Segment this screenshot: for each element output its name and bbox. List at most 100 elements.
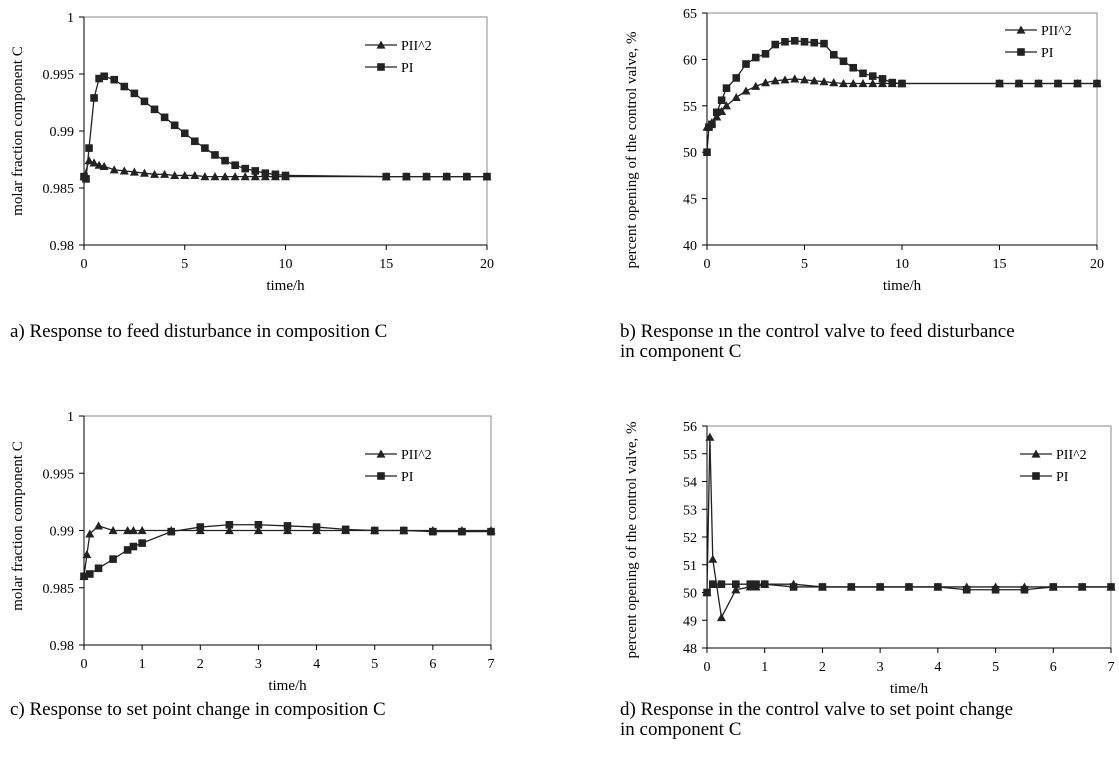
data-point-triangle [240,172,250,181]
legend-marker-triangle [1031,449,1041,458]
x-axis-label: time/h [266,278,305,294]
data-point-triangle [780,75,790,84]
y-tick-label: 0.985 [43,582,75,597]
chart-plot-b: 40 45 50 55 60 65 0 5 10 15 20 time/h percent openin… [624,7,1104,294]
x-tick-label: 15 [379,257,393,272]
y-tick-label: 0.98 [50,239,75,254]
data-point-triangle [741,86,751,95]
legend-label: PII^2 [401,448,432,463]
data-point-square [898,79,906,88]
data-point-square [878,75,887,83]
x-axis-label: time/h [268,678,307,694]
data-point-square [90,94,98,102]
data-point-triangle [108,526,118,535]
y-tick-label: 45 [683,193,697,208]
data-point-square [271,170,280,179]
data-point-square [790,37,799,45]
data-point-triangle [210,172,220,181]
chart-panel-c: 0.98 0.985 0.99 0.995 1 0 1 2 3 4 5 6 7 time/h molar f… [0,395,560,740]
data-point-square [458,527,466,536]
legend-marker-triangle [1016,25,1026,34]
data-point-square [717,580,726,588]
data-point-square [191,137,199,146]
y-tick-label: 55 [683,100,697,115]
y-tick-label: 65 [683,7,697,22]
data-point-square [1054,79,1062,88]
data-point-square [241,164,249,173]
legend-marker-triangle [376,40,386,49]
data-point-triangle [708,554,718,563]
y-tick-label: 40 [683,239,697,254]
data-point-triangle [761,78,770,87]
series-pi-a [80,72,491,183]
data-point-square [789,583,798,591]
data-point-square [1107,583,1115,591]
data-point-triangle [800,75,809,84]
data-point-triangle [868,79,878,88]
x-tick-label: 0 [704,257,711,272]
data-point-square [130,89,139,98]
series-line [83,75,487,181]
data-point-square [995,79,1004,88]
data-point-square [1093,79,1101,88]
x-tick-label: 10 [279,257,293,272]
data-point-triangle [858,79,868,88]
series-pii2-d [702,432,1116,622]
data-point-triangle [123,526,133,535]
legend: PII^2 PI [1005,24,1072,61]
data-point-square [109,555,117,563]
data-point-triangle [200,172,210,181]
series-pi-b [703,37,1101,156]
x-tick-label: 5 [992,660,999,675]
data-point-square [760,580,769,588]
data-point-square [888,78,897,87]
data-point-square [85,144,93,152]
data-point-triangle [230,172,240,181]
y-tick-label: 1 [67,11,74,26]
data-point-square [781,37,789,46]
data-point-square [829,50,838,59]
legend-marker-square [1017,48,1025,56]
data-point-square [991,585,1000,594]
data-point-triangle [848,79,858,88]
data-point-triangle [878,79,887,88]
chart-panel-b: 40 45 50 55 60 65 0 5 10 15 20 time/h percent openin… [600,0,1119,375]
y-axis-label: molar fraction component C [10,441,26,611]
data-point-square [254,520,263,529]
data-point-square [231,161,239,169]
x-axis-label: time/h [883,278,922,294]
chart-panel-a: 0.98 0.985 0.99 0.995 1 0 5 10 15 20 time/h molar f… [0,0,560,355]
data-point-square [80,572,88,581]
data-point-square [382,172,391,181]
y-tick-label: 56 [683,420,697,435]
data-point-square [703,148,711,156]
data-point-triangle [716,612,726,622]
data-point-square [810,38,819,47]
y-tick-label: 0.985 [43,182,75,197]
data-point-square [251,167,260,175]
data-point-triangle [722,101,731,110]
data-point-square [934,583,942,591]
data-point-triangle [180,170,190,180]
data-point-triangle [283,526,292,535]
series-pi-d [703,580,1115,597]
data-point-square [82,175,90,183]
plot-area-frame [706,12,1098,246]
data-point-triangle [82,550,92,559]
data-point-square [962,585,971,594]
legend-label: PI [401,470,414,485]
y-tick-label: 0.98 [50,639,75,654]
legend-label: PII^2 [401,39,432,54]
data-point-triangle [89,158,99,167]
data-point-square [712,108,721,117]
data-point-square [771,40,780,49]
data-point-triangle [250,172,260,181]
data-point-triangle [128,526,138,535]
legend: PII^2 PI [365,39,432,76]
chart-caption-d: d) Response in the control valve to set … [620,699,1014,740]
x-tick-label: 20 [1090,257,1104,272]
data-point-triangle [731,92,741,102]
legend-marker-square [377,63,385,71]
data-point-square [129,542,138,551]
data-point-square [847,583,856,591]
